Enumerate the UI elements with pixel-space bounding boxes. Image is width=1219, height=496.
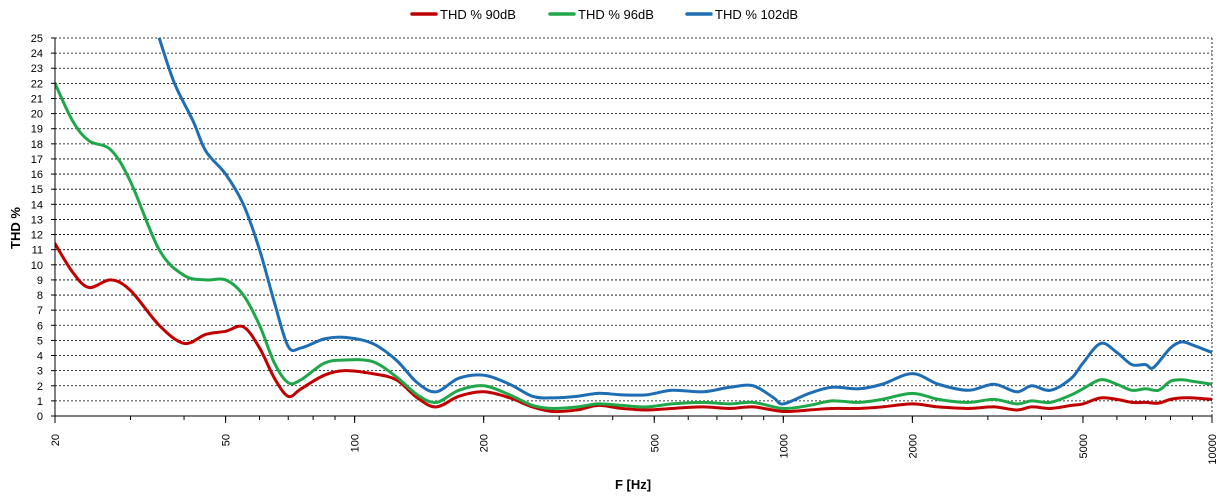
y-tick-label: 1	[37, 396, 43, 408]
y-tick-label: 14	[31, 199, 43, 211]
y-tick-label: 12	[31, 230, 43, 242]
series-line-0	[55, 242, 1212, 414]
y-tick-label: 18	[31, 139, 43, 151]
y-tick-label: 22	[31, 78, 43, 90]
x-tick-label: 1000	[778, 434, 790, 458]
series-line-1	[55, 81, 1212, 411]
y-tick-label: 8	[37, 290, 43, 302]
y-tick-label: 19	[31, 124, 43, 136]
y-tick-label: 20	[31, 109, 43, 121]
x-axis-ticks: 20 50 100 200 500 1000 2000 5000 10000	[50, 416, 1219, 465]
x-tick-label: 10000	[1207, 434, 1219, 465]
x-tick-label: 200	[479, 434, 491, 452]
x-tick-label: 500	[649, 434, 661, 452]
x-tick-label: 2000	[907, 434, 919, 458]
y-tick-label: 21	[31, 93, 43, 105]
x-tick-label: 100	[350, 434, 362, 452]
y-tick-label: 2	[37, 381, 43, 393]
grid	[55, 37, 1213, 416]
legend-label-2: THD % 102dB	[715, 7, 798, 22]
y-tick-label: 0	[37, 411, 43, 423]
y-tick-label: 9	[37, 275, 43, 287]
legend: THD % 90dB THD % 96dB THD % 102dB	[410, 7, 798, 22]
x-axis-label: F [Hz]	[615, 477, 651, 492]
y-tick-label: 24	[31, 48, 43, 60]
y-tick-label: 11	[32, 245, 43, 257]
legend-label-0: THD % 90dB	[440, 7, 516, 22]
y-tick-label: 3	[37, 366, 43, 378]
legend-label-1: THD % 96dB	[578, 7, 654, 22]
y-tick-label: 5	[37, 335, 43, 347]
y-tick-label: 7	[37, 305, 43, 317]
y-tick-label: 23	[31, 63, 43, 75]
y-tick-label: 15	[31, 184, 43, 196]
y-axis-label: THD %	[8, 207, 23, 249]
y-tick-label: 4	[37, 351, 43, 363]
y-tick-label: 6	[37, 320, 43, 332]
y-tick-label: 13	[31, 214, 43, 226]
y-tick-label: 10	[31, 260, 43, 272]
x-tick-label: 5000	[1078, 434, 1090, 458]
x-tick-label: 20	[50, 434, 62, 446]
y-tick-label: 17	[31, 154, 43, 166]
series-line-2	[157, 38, 1212, 406]
series-lines	[55, 38, 1212, 414]
x-tick-label: 50	[221, 434, 233, 446]
y-tick-label: 25	[31, 33, 43, 45]
y-tick-label: 16	[31, 169, 43, 181]
y-axis-ticks: 0123456789101112131415161718192021222324…	[31, 33, 55, 423]
